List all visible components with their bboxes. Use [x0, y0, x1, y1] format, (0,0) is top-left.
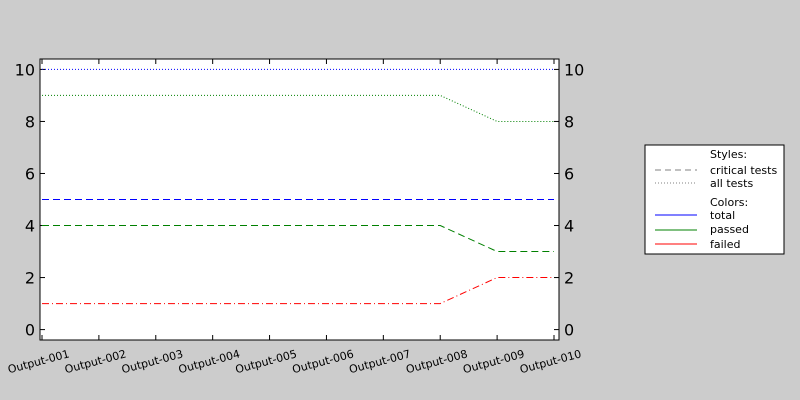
y-tick-label-right: 10 — [564, 60, 584, 79]
series-line-passed-dashed — [42, 225, 554, 253]
x-tick-label: Output-008 — [405, 347, 469, 376]
y-tick-label-right: 8 — [564, 112, 574, 131]
y-tick-label-left: 8 — [25, 112, 35, 131]
legend-styles-title: Styles: — [710, 148, 747, 161]
legend-colors-title: Colors: — [710, 196, 748, 209]
x-tick-label: Output-010 — [518, 347, 582, 376]
y-tick-label-left: 2 — [25, 269, 35, 288]
y-tick-label-right: 2 — [564, 269, 574, 288]
legend-color-total: total — [710, 209, 735, 222]
y-tick-label-left: 10 — [15, 60, 35, 79]
y-tick-label-right: 6 — [564, 164, 574, 183]
y-tick-label-left: 6 — [25, 164, 35, 183]
x-tick-label: Output-001 — [6, 347, 70, 376]
legend: Styles: critical tests all tests Colors:… — [644, 144, 785, 255]
x-tick-label: Output-003 — [120, 347, 184, 376]
y-tick-label-right: 4 — [564, 217, 574, 236]
y-tick-label-left: 4 — [25, 217, 35, 236]
x-tick-label: Output-005 — [234, 347, 298, 376]
legend-color-passed: passed — [710, 223, 749, 236]
series-line-failed-dashdot — [42, 277, 554, 305]
x-tick-label: Output-006 — [291, 347, 355, 376]
x-tick-label: Output-007 — [348, 347, 412, 376]
y-tick-label-left: 0 — [25, 321, 35, 340]
legend-box — [644, 144, 785, 255]
x-tick-label: Output-002 — [63, 347, 127, 376]
legend-style-critical-tests: critical tests — [710, 164, 777, 177]
legend-style-all-tests: all tests — [710, 177, 753, 190]
series-line-passed-dotted — [42, 94, 554, 122]
y-tick-label-right: 0 — [564, 321, 574, 340]
x-tick-label: Output-009 — [461, 347, 525, 376]
legend-color-failed: failed — [710, 238, 740, 251]
x-tick-label: Output-004 — [177, 347, 241, 376]
